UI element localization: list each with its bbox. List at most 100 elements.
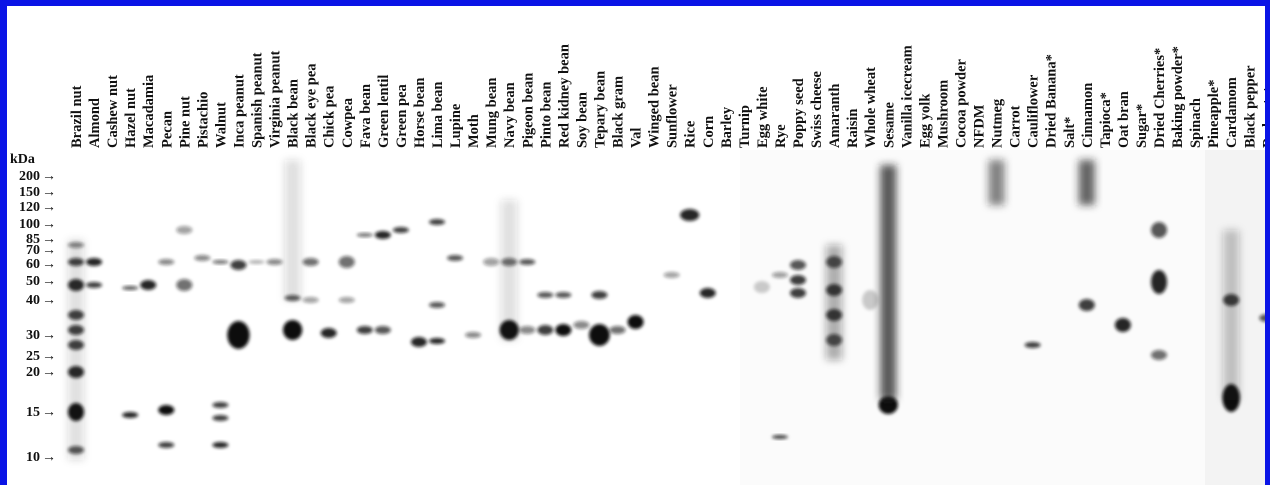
lane-label: Virginia peanut: [268, 50, 284, 148]
lane-label: Poppy seed: [791, 78, 807, 148]
band: [212, 442, 228, 448]
marker-label: 120: [19, 200, 40, 215]
marker-label: 20: [26, 365, 40, 380]
lane-label: Egg yolk: [917, 93, 933, 148]
lane-label: Egg white: [755, 86, 771, 148]
lane-label: Moth: [466, 114, 482, 148]
lane-label: Nutmeg: [990, 98, 1006, 148]
band: [628, 315, 644, 329]
lane-label: Cowpea: [340, 97, 356, 148]
marker-label: 100: [19, 217, 40, 232]
lane-label: Carrot: [1008, 105, 1024, 148]
band: [267, 259, 283, 265]
smear: [880, 165, 896, 400]
lane-label: Black gram: [611, 76, 627, 148]
smear: [826, 245, 842, 360]
lane-label: Amaranth: [827, 84, 843, 148]
marker-arrow: →: [42, 349, 56, 364]
lane-label: Oat bran: [1116, 91, 1132, 148]
unit-label: kDa: [10, 152, 35, 167]
marker-arrow: →: [42, 257, 56, 272]
band: [772, 272, 788, 278]
band: [1151, 350, 1167, 360]
lane-label: Sugar*: [1134, 104, 1150, 148]
band: [283, 320, 302, 340]
band: [212, 415, 228, 421]
band: [465, 332, 481, 338]
band: [411, 337, 427, 347]
marker-label: 200: [19, 169, 40, 184]
lane-label: Sesame: [881, 102, 897, 148]
band: [1115, 318, 1131, 332]
band: [429, 338, 445, 344]
band: [194, 255, 210, 261]
marker-arrow: →: [42, 274, 56, 289]
lane-label: Black eye pea: [304, 63, 320, 148]
lane-label: Tepary bean: [592, 71, 608, 148]
band: [519, 259, 535, 265]
marker-arrow: →: [42, 293, 56, 308]
lane-label: Whole wheat: [863, 67, 879, 148]
band: [375, 326, 391, 334]
band: [680, 209, 699, 221]
band: [339, 297, 355, 303]
lane-label: Spinach: [1188, 98, 1204, 148]
lane-label: Raisin: [845, 109, 861, 149]
lane-label: Vanilla icecream: [899, 45, 915, 148]
band: [537, 325, 553, 335]
lane-label: Soy bean: [574, 92, 590, 148]
lane-label: Swiss cheese: [809, 71, 825, 148]
band: [1025, 342, 1041, 348]
lane-label: Macadamia: [141, 74, 157, 148]
band: [303, 297, 319, 303]
band: [227, 321, 249, 349]
band: [158, 442, 174, 448]
marker-arrow: →: [42, 328, 56, 343]
lane-label: Lupine: [448, 103, 464, 148]
band: [212, 402, 228, 408]
lane-label: Horse bean: [412, 78, 428, 148]
marker-arrow: →: [42, 243, 56, 258]
lane-label: Fava bean: [358, 84, 374, 148]
band: [790, 260, 806, 270]
lane-label: NFDM: [972, 104, 988, 148]
band: [339, 256, 355, 268]
marker-label: 25: [26, 349, 40, 364]
lane-label: Tapioca*: [1098, 92, 1114, 148]
band: [1151, 222, 1167, 238]
band: [591, 291, 607, 299]
lane-label: Mung bean: [484, 77, 500, 148]
band: [86, 282, 102, 288]
marker-label: 30: [26, 328, 40, 343]
band: [447, 255, 463, 261]
lane-label: Cauliflower: [1026, 74, 1042, 148]
band: [158, 405, 174, 415]
border-left: [0, 0, 7, 485]
lane-label: Red kidney bean: [556, 44, 572, 148]
marker-arrow: →: [42, 200, 56, 215]
marker-arrow: →: [42, 405, 56, 420]
marker-label: 60: [26, 257, 40, 272]
border-top: [0, 0, 1270, 6]
marker-arrow: →: [42, 169, 56, 184]
marker-label: 50: [26, 274, 40, 289]
band: [375, 231, 391, 239]
band: [176, 279, 192, 291]
lane-label: Chick pea: [322, 85, 338, 148]
lane-label: Winged bean: [647, 66, 663, 148]
band: [519, 326, 535, 334]
band: [357, 233, 373, 237]
lane-label: Pinto bean: [538, 82, 554, 148]
marker-label: 10: [26, 450, 40, 465]
band: [429, 219, 445, 225]
lane-label: Almond: [87, 98, 103, 148]
band: [303, 258, 319, 266]
band: [589, 324, 610, 346]
lane-label: Pine nut: [177, 96, 193, 148]
marker-arrow: →: [42, 185, 56, 200]
lane-label: Baking powder*: [1170, 46, 1186, 148]
lane-label: Rice: [683, 120, 699, 148]
band: [862, 290, 878, 310]
band: [754, 281, 770, 293]
lane-label: Turnip: [737, 105, 753, 148]
